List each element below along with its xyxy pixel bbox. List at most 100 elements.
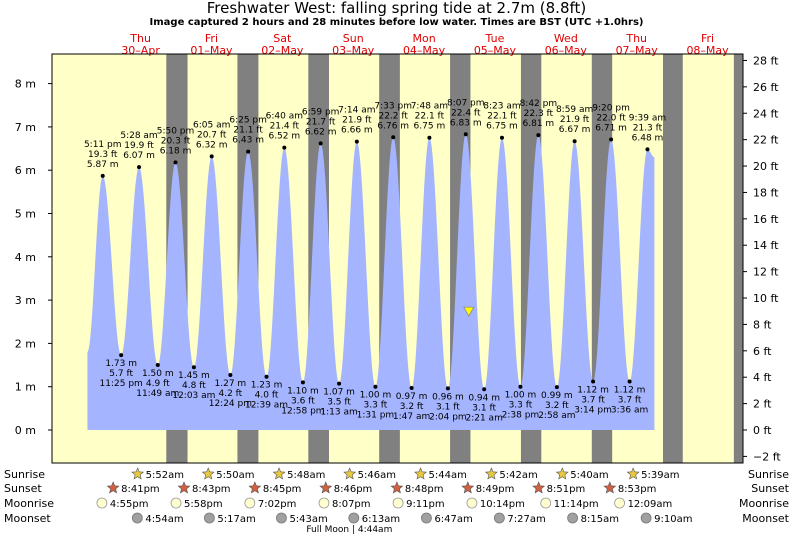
y-tick-label-m: 8 m (15, 78, 36, 91)
event-row-label-left: Sunset (4, 482, 42, 495)
high-tide-metres-label: 6.83 m (450, 118, 482, 128)
high-tide-metres-label: 6.66 m (341, 126, 373, 136)
y-tick-label-ft: 24 ft (753, 107, 779, 120)
event-row-label-right: Moonset (742, 512, 789, 525)
moonset-icon (640, 512, 652, 524)
low-tide-metres-label: 0.96 m (432, 392, 464, 402)
high-tide-time-label: 9:39 am (629, 113, 666, 123)
moonset-icon (203, 512, 215, 524)
tide-area (87, 134, 655, 430)
high-tide-feet-label: 21.9 ft (342, 116, 372, 126)
low-tide-metres-label: 1.50 m (142, 369, 174, 379)
low-tide-metres-label: 1.12 m (614, 386, 646, 396)
low-tide-metres-label: 0.94 m (468, 393, 500, 403)
moonrise-time-label: 9:11pm (406, 499, 445, 510)
high-tide-time-label: 6:59 pm (302, 107, 340, 117)
day-date: 30–Apr (121, 44, 160, 57)
high-tide-point (282, 145, 287, 150)
y-tick-label-ft: 0 ft (753, 424, 772, 437)
day-name: Thu (625, 32, 647, 45)
sunset-icon (603, 481, 617, 494)
low-tide-point (228, 373, 233, 378)
high-tide-metres-label: 6.81 m (523, 119, 555, 129)
high-tide-point (499, 135, 504, 140)
y-tick-label-ft: 4 ft (753, 371, 772, 384)
y-tick-label-ft: 2 ft (753, 398, 772, 411)
high-tide-feet-label: 20.3 ft (161, 136, 191, 146)
sunset-time-label: 8:45pm (263, 484, 302, 495)
day-date: 04–May (403, 44, 446, 57)
low-tide-feet-label: 3.1 ft (472, 403, 496, 413)
y-tick-label-ft: 18 ft (753, 186, 779, 199)
low-tide-feet-label: 3.1 ft (436, 402, 460, 412)
high-tide-time-label: 5:28 am (120, 131, 157, 141)
day-date: 03–May (332, 44, 375, 57)
low-tide-time-label: 11:49 am (136, 389, 179, 399)
moonrise-icon (466, 497, 478, 509)
y-tick-label-ft: 6 ft (753, 345, 772, 358)
low-tide-feet-label: 3.5 ft (327, 398, 351, 408)
day-name: Tue (485, 32, 505, 45)
high-tide-metres-label: 6.32 m (196, 140, 228, 150)
moonset-time-label: 4:54am (145, 514, 183, 525)
low-tide-time-label: 1:47 am (393, 412, 430, 422)
sunrise-time-label: 5:52am (146, 470, 184, 481)
sunrise-icon (626, 467, 640, 480)
day-name: Mon (412, 32, 435, 45)
high-tide-point (391, 135, 396, 140)
moonrise-icon (244, 497, 256, 509)
high-tide-time-label: 7:33 pm (374, 101, 412, 111)
sunrise-icon (272, 467, 286, 480)
sunrise-icon (201, 467, 215, 480)
high-tide-feet-label: 19.3 ft (88, 150, 118, 160)
low-tide-metres-label: 1.23 m (251, 381, 283, 391)
moonrise-time-label: 10:14pm (480, 499, 525, 510)
low-tide-metres-label: 0.97 m (396, 392, 428, 402)
high-tide-point (645, 147, 650, 152)
y-tick-label-m: 0 m (15, 424, 36, 437)
low-tide-metres-label: 1.00 m (360, 391, 392, 401)
y-tick-label-ft: 8 ft (753, 318, 772, 331)
high-tide-feet-label: 21.4 ft (270, 122, 300, 132)
y-tick-label-ft: 26 ft (753, 81, 779, 94)
high-tide-point (100, 173, 105, 178)
high-tide-metres-label: 6.07 m (123, 151, 155, 161)
high-tide-time-label: 6:40 am (266, 112, 303, 122)
moonset-time-label: 7:27am (507, 514, 545, 525)
high-tide-feet-label: 21.3 ft (633, 123, 663, 133)
sunset-time-label: 8:41pm (121, 484, 160, 495)
high-tide-metres-label: 6.76 m (377, 121, 409, 131)
low-tide-time-label: 2:04 pm (429, 412, 467, 422)
high-tide-point (536, 133, 541, 138)
sunrise-time-label: 5:48am (287, 470, 325, 481)
day-date: 05–May (474, 44, 517, 57)
moonset-time-label: 5:43am (289, 514, 327, 525)
high-tide-time-label: 6:05 am (193, 120, 230, 130)
y-tick-label-ft: 28 ft (753, 54, 779, 67)
low-tide-point (191, 365, 196, 370)
low-tide-metres-label: 1.73 m (105, 359, 137, 369)
chart-subtitle: Image captured 2 hours and 28 minutes be… (149, 17, 644, 28)
high-tide-point (246, 149, 251, 154)
night-band (733, 54, 743, 463)
moonrise-time-label: 12:09am (628, 499, 673, 510)
low-tide-point (591, 379, 596, 384)
low-tide-feet-label: 4.0 ft (255, 391, 279, 401)
y-tick-label-ft: 12 ft (753, 266, 779, 279)
day-date: 08–May (686, 44, 729, 57)
low-tide-feet-label: 3.7 ft (618, 396, 642, 406)
event-row-label-right: Sunrise (748, 468, 789, 481)
sunset-time-label: 8:48pm (405, 484, 444, 495)
low-tide-metres-label: 1.00 m (505, 391, 537, 401)
moonrise-time-label: 4:55pm (110, 499, 149, 510)
sunset-time-label: 8:46pm (334, 484, 373, 495)
low-tide-feet-label: 3.3 ft (364, 401, 388, 411)
night-band (662, 54, 683, 463)
moonrise-time-label: 8:07pm (332, 499, 371, 510)
moonset-time-label: 9:10am (654, 514, 692, 525)
y-tick-label-ft: −2 ft (753, 450, 781, 463)
moonrise-icon (318, 497, 330, 509)
high-tide-time-label: 7:48 am (411, 102, 448, 112)
sunset-time-label: 8:51pm (547, 484, 586, 495)
